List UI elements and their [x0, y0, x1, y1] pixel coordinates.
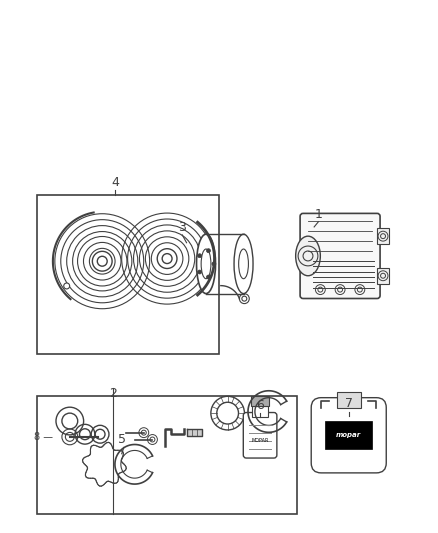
Text: 3: 3: [178, 221, 186, 234]
Text: 2: 2: [109, 387, 117, 400]
Bar: [377, 268, 389, 284]
Bar: [37, 395, 297, 514]
Ellipse shape: [296, 236, 320, 276]
Circle shape: [212, 262, 216, 266]
Circle shape: [198, 254, 201, 257]
Ellipse shape: [197, 234, 215, 294]
Bar: [377, 228, 389, 244]
FancyBboxPatch shape: [300, 213, 380, 298]
Ellipse shape: [234, 234, 253, 294]
Bar: [337, 392, 360, 408]
Bar: [251, 395, 269, 406]
FancyBboxPatch shape: [243, 413, 277, 458]
Polygon shape: [187, 429, 202, 437]
FancyBboxPatch shape: [311, 398, 386, 473]
Bar: [325, 422, 372, 449]
Circle shape: [206, 275, 210, 279]
Circle shape: [206, 249, 210, 253]
Text: 7: 7: [345, 398, 353, 410]
Circle shape: [198, 270, 201, 274]
Bar: [252, 406, 268, 417]
Circle shape: [64, 283, 70, 289]
Text: mopar: mopar: [336, 432, 361, 438]
Text: 8 —: 8 —: [34, 432, 53, 442]
Text: 4: 4: [111, 176, 119, 189]
Text: 5: 5: [118, 433, 126, 446]
Text: MOPAR: MOPAR: [251, 438, 269, 443]
Text: 1: 1: [314, 208, 322, 221]
Text: 6: 6: [256, 399, 264, 412]
Bar: [37, 195, 219, 353]
